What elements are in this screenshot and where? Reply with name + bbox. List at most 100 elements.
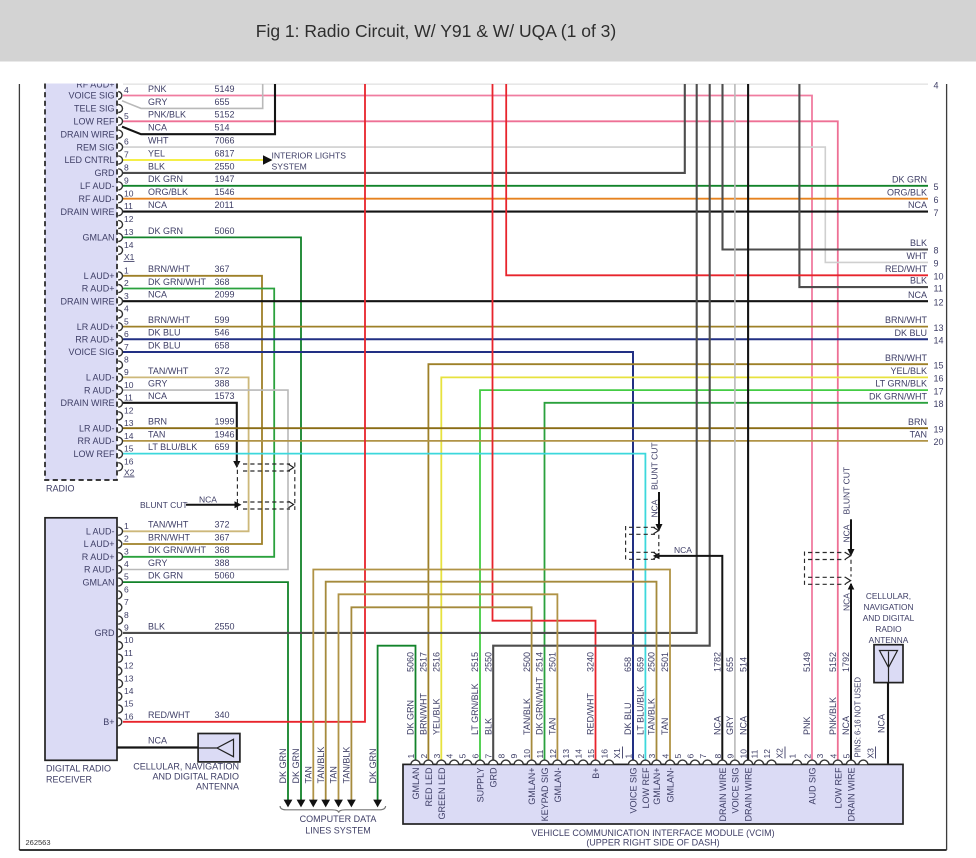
svg-text:1782: 1782 xyxy=(713,652,723,672)
svg-text:546: 546 xyxy=(215,328,230,338)
svg-text:VOICE SIG: VOICE SIG xyxy=(730,768,740,814)
svg-text:5060: 5060 xyxy=(406,652,416,672)
svg-text:16: 16 xyxy=(124,456,134,466)
svg-text:VOICE SIG: VOICE SIG xyxy=(68,347,114,357)
svg-text:10: 10 xyxy=(739,749,749,759)
svg-text:WHT: WHT xyxy=(148,136,169,146)
svg-text:RADIO: RADIO xyxy=(875,624,902,634)
svg-text:SUPPLY: SUPPLY xyxy=(476,768,486,803)
svg-text:PNK: PNK xyxy=(148,84,167,94)
svg-text:8: 8 xyxy=(124,355,129,365)
svg-text:659: 659 xyxy=(636,657,646,672)
svg-text:5: 5 xyxy=(458,754,468,759)
svg-text:2099: 2099 xyxy=(215,290,235,300)
svg-text:15: 15 xyxy=(124,699,134,709)
svg-text:L AUD+: L AUD+ xyxy=(84,271,115,281)
svg-text:NCA: NCA xyxy=(148,123,167,133)
svg-text:BRN/WHT: BRN/WHT xyxy=(148,315,190,325)
svg-text:12: 12 xyxy=(934,297,944,307)
svg-text:2550: 2550 xyxy=(215,161,235,171)
svg-text:12: 12 xyxy=(548,749,558,759)
svg-text:LR AUD-: LR AUD- xyxy=(79,423,115,433)
svg-text:RECEIVER: RECEIVER xyxy=(46,775,93,785)
svg-text:COMPUTER DATA: COMPUTER DATA xyxy=(300,814,377,824)
svg-text:NCA: NCA xyxy=(148,290,167,300)
svg-text:9: 9 xyxy=(725,754,735,759)
svg-text:6: 6 xyxy=(124,329,129,339)
svg-text:GRY: GRY xyxy=(148,97,167,107)
svg-text:9: 9 xyxy=(124,623,129,633)
svg-text:DRAIN WIRE: DRAIN WIRE xyxy=(718,768,728,822)
svg-text:Fig 1: Radio Circuit, W/ Y91 &: Fig 1: Radio Circuit, W/ Y91 & W/ UQA (1… xyxy=(256,21,617,41)
svg-text:NCA: NCA xyxy=(908,290,927,300)
svg-text:6: 6 xyxy=(471,754,481,759)
svg-text:11: 11 xyxy=(124,648,133,658)
svg-text:R AUD-: R AUD- xyxy=(84,385,115,395)
svg-text:LOW REF: LOW REF xyxy=(73,117,115,127)
svg-text:NCA: NCA xyxy=(148,391,167,401)
svg-text:DRAIN WIRE: DRAIN WIRE xyxy=(744,768,754,822)
svg-text:LOW REF: LOW REF xyxy=(833,767,843,809)
svg-text:7: 7 xyxy=(484,754,494,759)
svg-text:4: 4 xyxy=(934,80,939,90)
svg-text:TAN/BLK: TAN/BLK xyxy=(522,698,532,735)
svg-text:11: 11 xyxy=(124,201,133,211)
svg-text:BLK: BLK xyxy=(148,621,165,631)
svg-text:5152: 5152 xyxy=(215,110,235,120)
svg-text:5152: 5152 xyxy=(828,652,838,672)
svg-text:INTERIOR LIGHTS: INTERIOR LIGHTS xyxy=(272,151,347,161)
svg-text:599: 599 xyxy=(215,315,230,325)
svg-text:8: 8 xyxy=(496,754,506,759)
svg-text:1792: 1792 xyxy=(841,652,851,672)
svg-text:TAN/WHT: TAN/WHT xyxy=(148,366,189,376)
svg-text:6817: 6817 xyxy=(215,148,235,158)
svg-text:14: 14 xyxy=(934,336,944,346)
svg-text:DK GRN/WHT: DK GRN/WHT xyxy=(148,545,206,555)
svg-text:5149: 5149 xyxy=(802,652,812,672)
svg-text:DK BLU: DK BLU xyxy=(148,340,181,350)
svg-text:4: 4 xyxy=(445,754,455,759)
svg-text:RED LED: RED LED xyxy=(424,767,434,807)
svg-text:388: 388 xyxy=(215,379,230,389)
svg-text:YEL/BLK: YEL/BLK xyxy=(890,366,927,376)
svg-text:LF AUD-: LF AUD- xyxy=(80,181,115,191)
svg-text:TAN: TAN xyxy=(548,718,558,735)
svg-text:X1: X1 xyxy=(124,252,135,262)
svg-text:CELLULAR,: CELLULAR, xyxy=(866,591,911,601)
svg-text:LT BLU/BLK: LT BLU/BLK xyxy=(636,686,646,735)
svg-text:14: 14 xyxy=(124,240,134,250)
svg-text:PINS: 6-16 NOT USED: PINS: 6-16 NOT USED xyxy=(854,677,863,758)
svg-text:BRN: BRN xyxy=(908,417,927,427)
svg-text:658: 658 xyxy=(623,657,633,672)
svg-text:2550: 2550 xyxy=(483,652,493,672)
svg-text:VOICE SIG: VOICE SIG xyxy=(68,91,114,101)
svg-text:GRD: GRD xyxy=(95,168,116,178)
svg-text:LOW REF: LOW REF xyxy=(641,767,651,809)
svg-text:LT BLU/BLK: LT BLU/BLK xyxy=(148,442,197,452)
svg-text:5: 5 xyxy=(842,754,852,759)
svg-text:14: 14 xyxy=(124,431,134,441)
svg-text:RED/WHT: RED/WHT xyxy=(586,693,596,735)
svg-text:DK GRN: DK GRN xyxy=(148,571,183,581)
svg-text:11: 11 xyxy=(535,749,545,758)
svg-text:DK GRN: DK GRN xyxy=(291,748,301,783)
svg-text:16: 16 xyxy=(934,374,944,384)
svg-text:9: 9 xyxy=(509,754,519,759)
svg-text:2516: 2516 xyxy=(432,652,442,672)
svg-text:2501: 2501 xyxy=(660,652,670,672)
svg-text:DK GRN: DK GRN xyxy=(148,226,183,236)
svg-text:11: 11 xyxy=(750,749,760,758)
svg-text:10: 10 xyxy=(522,749,532,759)
svg-text:BLK: BLK xyxy=(910,276,927,286)
svg-text:BRN/WHT: BRN/WHT xyxy=(419,693,429,735)
svg-text:1947: 1947 xyxy=(215,174,235,184)
svg-text:655: 655 xyxy=(215,97,230,107)
svg-text:8: 8 xyxy=(713,754,723,759)
svg-text:367: 367 xyxy=(215,264,230,274)
svg-text:7: 7 xyxy=(698,754,708,759)
svg-text:1946: 1946 xyxy=(215,429,235,439)
svg-text:4: 4 xyxy=(828,754,838,759)
svg-text:ORG/BLK: ORG/BLK xyxy=(148,187,188,197)
svg-text:15: 15 xyxy=(934,360,944,370)
svg-text:BLK: BLK xyxy=(910,238,927,248)
